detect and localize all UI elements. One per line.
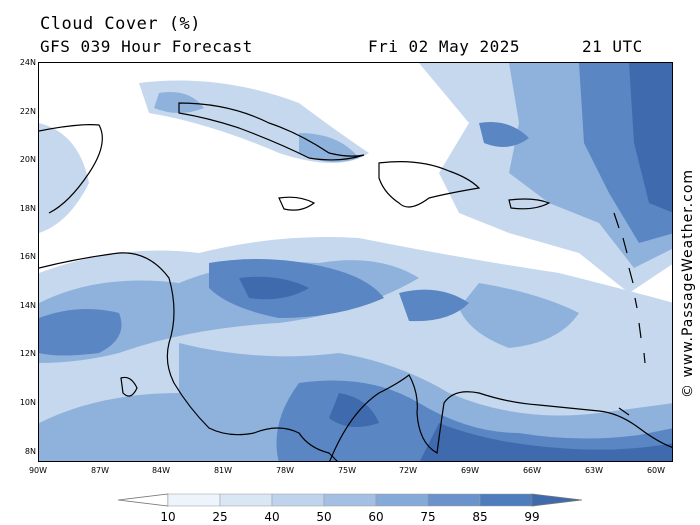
legend-label: 25 [212, 510, 228, 524]
legend-label: 85 [472, 510, 488, 524]
lat-label: 16N [19, 252, 36, 261]
legend-label: 40 [264, 510, 280, 524]
legend-swatch [167, 493, 221, 507]
legend-swatch [271, 493, 325, 507]
lon-label: 87W [90, 466, 110, 475]
legend-label: 75 [420, 510, 436, 524]
cloud-cover-map [38, 62, 673, 462]
legend-label: 10 [160, 510, 176, 524]
legend-label: 99 [524, 510, 540, 524]
legend-label: 50 [316, 510, 332, 524]
forecast-time: 21 UTC [582, 37, 643, 56]
lon-label: 84W [151, 466, 171, 475]
lat-label: 20N [19, 155, 36, 164]
lat-label: 24N [19, 58, 36, 67]
legend-swatch [479, 493, 533, 507]
coastlines [39, 102, 672, 461]
lon-label: 90W [28, 466, 48, 475]
lon-label: 66W [522, 466, 542, 475]
lon-label: 81W [213, 466, 233, 475]
legend-arrow-right [531, 493, 582, 507]
cloud-darkest-layer [239, 63, 672, 461]
color-legend [118, 493, 582, 507]
lon-label: 63W [584, 466, 604, 475]
legend-swatch [427, 493, 481, 507]
lon-label: 78W [275, 466, 295, 475]
legend-swatch [323, 493, 377, 507]
forecast-subtitle: GFS 039 Hour Forecast [40, 37, 253, 56]
chart-title: Cloud Cover (%) [40, 14, 202, 34]
legend-swatch [219, 493, 273, 507]
lon-label: 75W [337, 466, 357, 475]
lat-label: 18N [19, 204, 36, 213]
lon-label: 69W [460, 466, 480, 475]
legend-swatch [375, 493, 429, 507]
watermark-text: © www.PassageWeather.com [680, 168, 696, 398]
lon-label: 60W [646, 466, 666, 475]
lon-label: 72W [398, 466, 418, 475]
lat-label: 12N [19, 349, 36, 358]
legend-label: 60 [368, 510, 384, 524]
forecast-date: Fri 02 May 2025 [368, 37, 520, 56]
lat-label: 10N [19, 398, 36, 407]
map-svg [39, 63, 672, 461]
lat-label: 8N [24, 447, 36, 456]
lat-label: 22N [19, 107, 36, 116]
legend-arrow-left [118, 493, 169, 507]
lat-label: 14N [19, 301, 36, 310]
